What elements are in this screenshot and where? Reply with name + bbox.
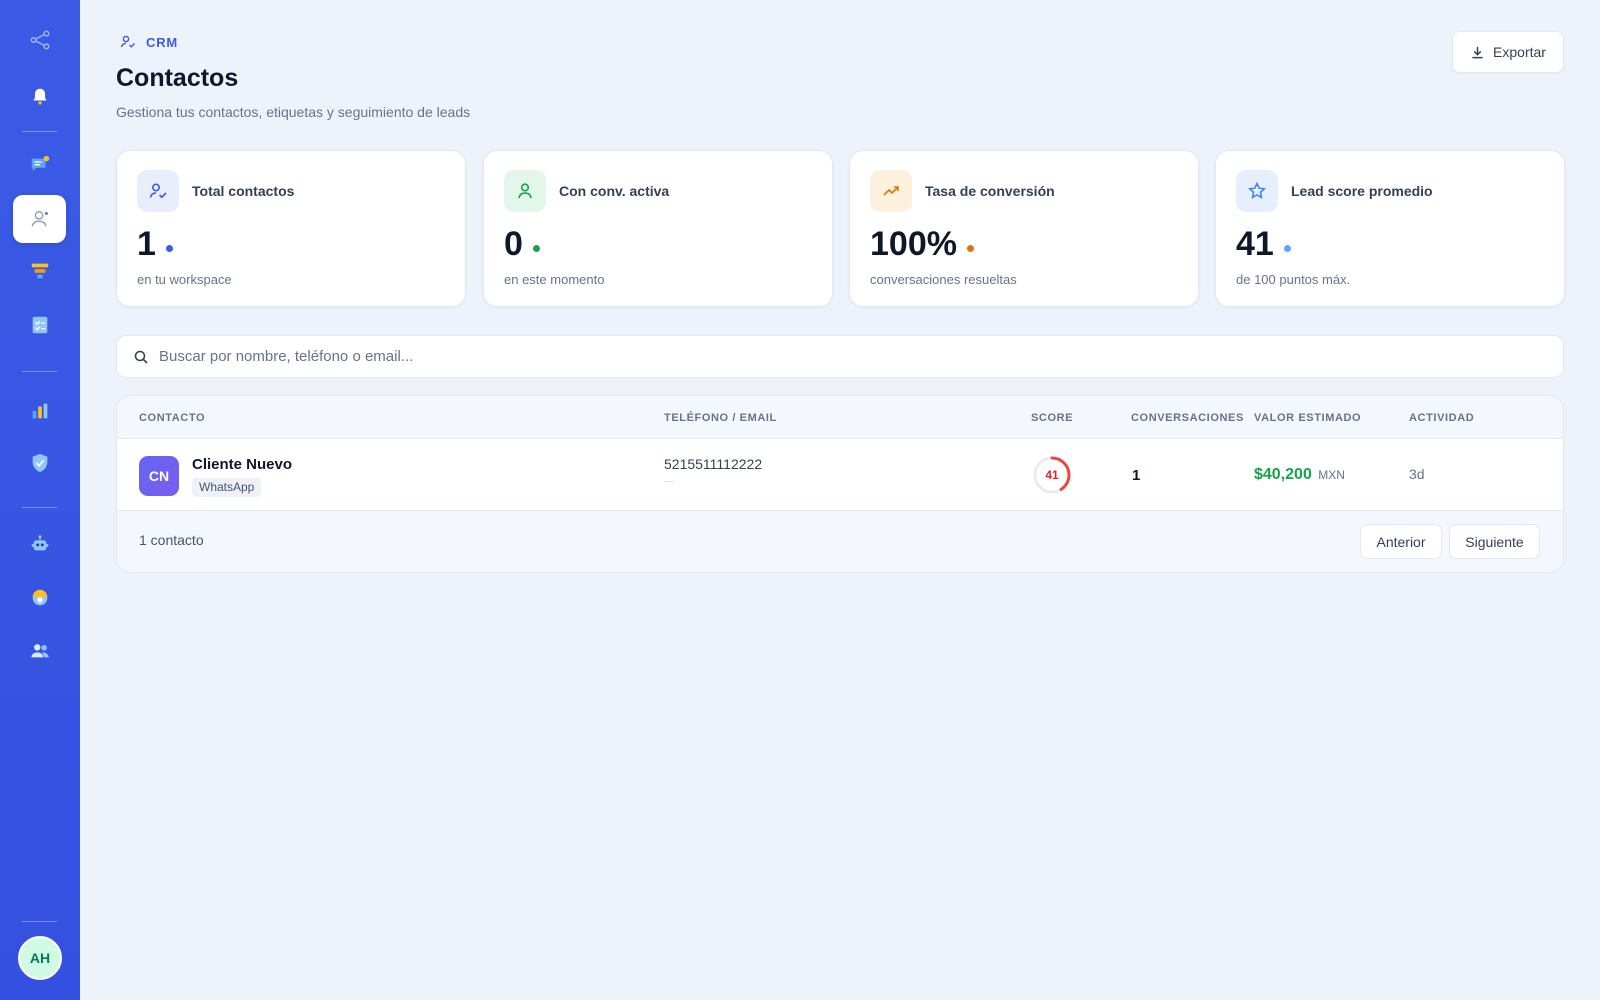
column-header-contact[interactable]: CONTACTO — [139, 412, 206, 424]
stat-card-conversion-rate: Tasa de conversión 100% conversaciones r… — [849, 150, 1199, 307]
page-subtitle: Gestiona tus contactos, etiquetas y segu… — [116, 104, 471, 120]
channel-badge: WhatsApp — [192, 478, 262, 497]
stat-value-text: 41 — [1236, 225, 1274, 263]
stat-sub: en este momento — [504, 272, 605, 287]
team-users-icon[interactable] — [13, 627, 66, 675]
avatar[interactable]: AH — [18, 936, 62, 980]
column-header-phone-email[interactable]: TELÉFONO / EMAIL — [664, 412, 777, 424]
share-nodes-icon[interactable] — [13, 16, 66, 64]
stat-value-text: 1 — [137, 225, 156, 263]
sidebar-divider — [22, 131, 57, 132]
column-header-estimated-value[interactable]: VALOR ESTIMADO — [1254, 412, 1362, 424]
bell-icon[interactable] — [13, 73, 66, 121]
breadcrumb[interactable]: CRM — [120, 34, 178, 50]
estimated-value-amount: $40,200 — [1254, 466, 1312, 483]
user-check-icon — [137, 170, 179, 212]
robot-icon[interactable] — [13, 520, 66, 568]
score-arc — [1033, 456, 1071, 494]
chat-bubble-icon[interactable] — [13, 141, 66, 189]
next-page-button[interactable]: Siguiente — [1449, 524, 1540, 559]
checklist-icon[interactable] — [13, 301, 66, 349]
sidebar-divider — [22, 371, 57, 372]
column-header-activity[interactable]: ACTIVIDAD — [1409, 412, 1475, 424]
status-dot — [165, 245, 173, 252]
download-icon — [1472, 46, 1483, 58]
search-icon — [134, 350, 148, 364]
contacts-table: CONTACTO TELÉFONO / EMAIL SCORE CONVERSA… — [116, 395, 1564, 573]
bar-chart-icon[interactable] — [13, 387, 66, 435]
conversations-count: 1 — [1132, 467, 1141, 484]
stat-value: 1 — [137, 225, 173, 264]
contact-user-icon[interactable] — [13, 195, 66, 243]
support-agent-icon[interactable] — [13, 574, 66, 622]
sidebar: AH — [0, 0, 80, 1000]
sidebar-divider — [22, 921, 57, 922]
results-count: 1 contacto — [139, 532, 204, 548]
stat-card-total-contacts: Total contactos 1 en tu workspace — [116, 150, 466, 307]
stat-sub: en tu workspace — [137, 272, 232, 287]
search-input[interactable] — [159, 348, 1563, 365]
sidebar-divider — [22, 507, 57, 508]
estimated-value: $40,200 MXN — [1254, 466, 1345, 484]
stat-value: 41 — [1236, 225, 1291, 264]
stat-value: 0 — [504, 225, 540, 264]
stat-sub: conversaciones resueltas — [870, 272, 1017, 287]
previous-page-button[interactable]: Anterior — [1360, 524, 1442, 559]
column-header-conversations[interactable]: CONVERSACIONES — [1131, 412, 1244, 424]
star-icon — [1236, 170, 1278, 212]
currency-label: MXN — [1318, 468, 1345, 482]
table-row[interactable]: CN Cliente Nuevo WhatsApp 5215511112222 … — [117, 438, 1563, 511]
stat-label: Lead score promedio — [1291, 183, 1433, 199]
stat-label: Total contactos — [192, 183, 295, 199]
contact-email: — — [664, 476, 674, 487]
score-ring: 41 — [1033, 456, 1071, 494]
stat-value: 100% — [870, 225, 974, 264]
contacts-icon — [120, 35, 136, 48]
search-bar[interactable] — [116, 335, 1564, 378]
activity-time: 3d — [1409, 466, 1425, 482]
export-button[interactable]: Exportar — [1452, 31, 1564, 73]
status-dot — [1283, 245, 1291, 252]
export-label: Exportar — [1493, 44, 1546, 60]
user-icon — [504, 170, 546, 212]
stat-label: Con conv. activa — [559, 183, 670, 199]
stat-label: Tasa de conversión — [925, 183, 1055, 199]
breadcrumb-label: CRM — [146, 34, 179, 50]
status-dot — [966, 245, 974, 252]
score-value: 41 — [1045, 468, 1059, 482]
stat-card-lead-score: Lead score promedio 41 de 100 puntos máx… — [1215, 150, 1565, 307]
column-header-score[interactable]: SCORE — [1031, 412, 1074, 424]
stat-sub: de 100 puntos máx. — [1236, 272, 1351, 287]
stat-value-text: 100% — [870, 225, 957, 263]
stat-value-text: 0 — [504, 225, 523, 263]
status-dot — [532, 245, 540, 252]
contact-avatar: CN — [139, 456, 179, 496]
funnel-icon[interactable] — [13, 247, 66, 295]
contact-name[interactable]: Cliente Nuevo — [192, 456, 293, 473]
page-title: Contactos — [116, 64, 239, 92]
stat-card-active-conversations: Con conv. activa 0 en este momento — [483, 150, 833, 307]
contact-phone: 5215511112222 — [664, 456, 763, 472]
trending-up-icon — [870, 170, 912, 212]
shield-check-icon[interactable] — [13, 439, 66, 487]
